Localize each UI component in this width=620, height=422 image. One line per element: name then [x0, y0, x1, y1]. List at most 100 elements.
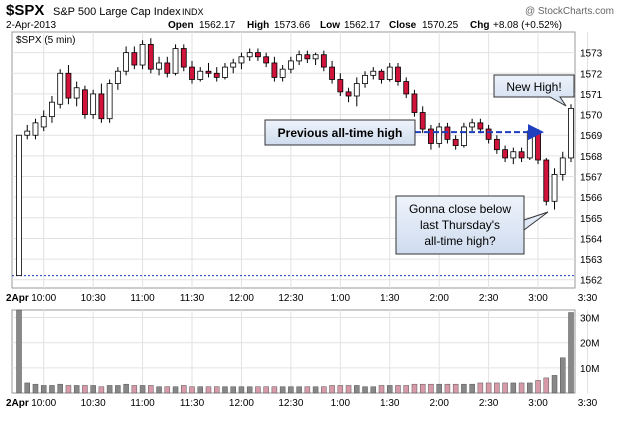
volume-bar — [337, 385, 344, 394]
question-text-line1: Gonna close below — [409, 202, 511, 216]
x-tick-label: 12:00 — [229, 293, 254, 304]
candle-body — [551, 174, 558, 202]
volume-bar — [403, 385, 409, 394]
volume-bar — [181, 385, 187, 394]
chart-date: 2-Apr-2013 — [6, 20, 56, 31]
high-label: High — [247, 20, 269, 31]
volume-bar — [378, 385, 385, 394]
candle-body — [197, 70, 204, 80]
volume-bar — [49, 385, 55, 394]
volume-x-tick-label: 2Apr — [6, 398, 29, 409]
candle-body — [337, 79, 344, 93]
price-tick-label: 1565 — [580, 214, 603, 225]
volume-bar — [543, 377, 550, 394]
question-text-line2: last Thursday's — [420, 218, 500, 232]
volume-bar — [288, 386, 294, 394]
volume-bar — [73, 385, 80, 394]
candle-body — [73, 87, 80, 99]
close-label: Close — [389, 20, 417, 31]
new-high-text: New High! — [506, 80, 561, 94]
candle-body — [49, 101, 55, 118]
candle-body — [213, 72, 220, 78]
previous-high-text: Previous all-time high — [278, 126, 403, 140]
volume-tick-label: 30M — [580, 314, 599, 325]
watermark-text: @ StockCharts.com — [525, 6, 614, 17]
series-legend: $SPX (5 min) — [16, 35, 75, 46]
volume-bar — [230, 386, 236, 394]
candle-body — [510, 151, 517, 159]
volume-bar — [246, 386, 253, 394]
volume-x-tick-label: 11:00 — [130, 398, 155, 409]
candle-body — [65, 72, 72, 99]
price-tick-label: 1573 — [580, 49, 603, 60]
volume-bar — [90, 385, 96, 394]
previous-high-callout — [264, 119, 416, 146]
candle-body — [156, 62, 162, 70]
candle-body — [271, 62, 278, 78]
volume-bar — [551, 375, 558, 394]
candle-body — [32, 122, 39, 136]
x-tick-label: 2:00 — [429, 293, 449, 304]
candle-body — [452, 138, 459, 146]
price-tick-label: 1562 — [580, 276, 603, 287]
volume-bar — [411, 383, 418, 394]
price-tick-label: 1569 — [580, 131, 603, 142]
price-tick-label: 1567 — [580, 173, 603, 184]
volume-bar — [527, 382, 533, 394]
candle-body — [460, 126, 467, 146]
volume-bar — [345, 385, 352, 394]
volume-bar — [238, 386, 245, 394]
x-tick-label: 3:30 — [578, 293, 598, 304]
volume-x-tick-label: 2:00 — [429, 398, 449, 409]
volume-x-tick-label: 10:30 — [81, 398, 106, 409]
volume-bar — [32, 383, 39, 394]
candle-body — [172, 48, 179, 74]
chg-label: Chg — [470, 20, 489, 31]
volume-bar — [535, 380, 541, 394]
volume-bar — [189, 386, 195, 394]
x-tick-label: 2Apr — [6, 293, 29, 304]
volume-bar — [164, 386, 171, 394]
volume-bar — [329, 385, 335, 394]
volume-bar — [115, 385, 121, 394]
volume-bar — [296, 386, 302, 394]
candle-body — [428, 128, 434, 144]
candle-body — [114, 70, 121, 85]
price-tick-label: 1563 — [580, 255, 603, 266]
candle-body — [180, 48, 187, 68]
x-tick-label: 3:00 — [528, 293, 548, 304]
x-tick-label: 1:30 — [380, 293, 400, 304]
volume-bar — [436, 383, 442, 394]
candle-body — [353, 83, 360, 97]
candle-body — [403, 81, 410, 95]
candle-body — [24, 130, 31, 136]
exchange-label: INDX — [182, 7, 204, 17]
price-tick-label: 1572 — [580, 69, 603, 80]
price-tick-label: 1566 — [580, 193, 603, 204]
candle-body — [147, 43, 154, 70]
candle-body — [106, 83, 113, 120]
candle-body — [568, 107, 574, 159]
candle-body — [395, 66, 401, 82]
volume-bar — [139, 385, 146, 394]
candle-body — [559, 157, 566, 175]
candle-body — [287, 60, 294, 70]
candle-body — [329, 66, 335, 80]
volume-x-tick-label: 3:00 — [528, 398, 548, 409]
volume-bar — [24, 382, 30, 394]
volume-bar — [502, 382, 508, 394]
candle-body — [189, 66, 195, 80]
x-tick-label: 12:30 — [278, 293, 303, 304]
volume-bar — [271, 386, 278, 394]
candle-body — [419, 112, 426, 130]
candle-body — [304, 54, 311, 60]
volume-x-tick-label: 10:00 — [31, 398, 56, 409]
index-name: S&P 500 Large Cap Index — [53, 6, 181, 18]
candle-body — [98, 93, 105, 120]
volume-bar — [494, 382, 500, 394]
candle-body — [370, 70, 377, 76]
volume-bar — [370, 386, 377, 394]
volume-bar — [213, 386, 220, 394]
candle-body — [518, 151, 525, 159]
volume-bar — [560, 357, 566, 394]
